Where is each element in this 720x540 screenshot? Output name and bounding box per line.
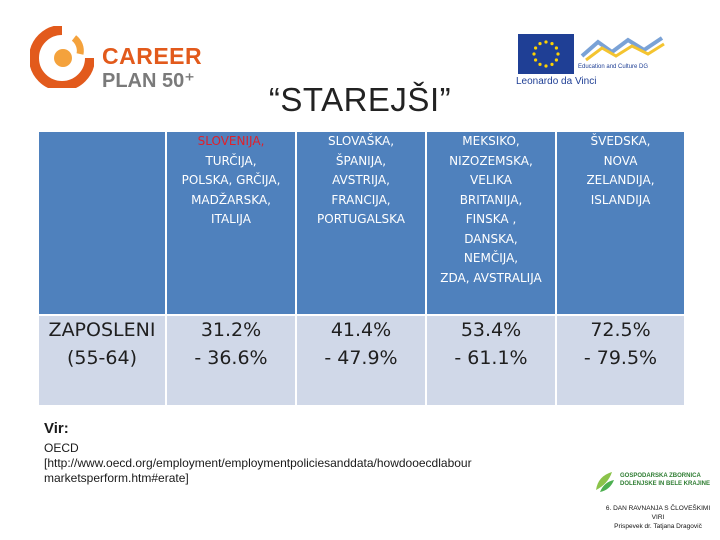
source-note: Vir: OECD [http://www.oecd.org/employmen… xyxy=(44,420,564,486)
education-culture-band-icon xyxy=(580,36,665,62)
eu-flag-icon xyxy=(518,34,574,74)
value-cell-group-4: 72.5% - 79.5% xyxy=(555,314,686,407)
row-label-zaposleni: ZAPOSLENI (55-64) xyxy=(37,314,167,407)
source-text: OECD [http://www.oecd.org/employment/emp… xyxy=(44,441,564,486)
country-group-4-header: ŠVEDSKA, NOVA ZELANDIJA, ISLANDIJA xyxy=(555,130,686,316)
country-group-3-header: MEKSIKO, NIZOZEMSKA, VELIKA BRITANIJA, FINSK… xyxy=(425,130,557,316)
career-plan-logo: CAREER PLAN 50⁺ xyxy=(30,26,203,92)
footer-credit: 6. DAN RAVNANJA S ČLOVEŠKIMI VIRI Prispe… xyxy=(605,505,711,530)
employment-rate-table: SLOVENIJA, TURČIJA, POLSKA, GRČIJA, MADŽARS… xyxy=(37,130,686,407)
eu-leonardo-logo: Education and Culture DG Leonardo da Vin… xyxy=(516,32,666,90)
value-cell-group-3: 53.4% - 61.1% xyxy=(425,314,557,407)
logo-word-plan: PLAN 50⁺ xyxy=(102,70,195,92)
education-culture-label: Education and Culture DG xyxy=(578,64,649,70)
slide-title: “STAREJŠI” xyxy=(268,81,452,118)
logo-word-career: CAREER xyxy=(102,43,203,69)
country-group-1-header: SLOVENIJA, TURČIJA, POLSKA, GRČIJA, MADŽARS… xyxy=(165,130,297,316)
gz-dolenjske-logo: GOSPODARSKA ZBORNICA DOLENJSKE IN BELE KR… xyxy=(592,470,720,500)
country-group-2-header: SLOVAŠKA, ŠPANIJA, AVSTRIJA, FRANCIJA, PORTU… xyxy=(295,130,427,316)
value-cell-group-1: 31.2% - 36.6% xyxy=(165,314,297,407)
leonardo-label: Leonardo da Vinci xyxy=(516,76,597,87)
table-corner-cell xyxy=(37,130,167,316)
source-label: Vir: xyxy=(44,420,69,437)
career-plan-swirl-icon xyxy=(30,26,94,88)
table-row: ZAPOSLENI (55-64) 31.2% - 36.6% 41.4% - 47.… xyxy=(37,314,686,407)
table-header-row: SLOVENIJA, TURČIJA, POLSKA, GRČIJA, MADŽARS… xyxy=(37,130,686,316)
source-link[interactable]: [http://www.oecd.org/employment/employme… xyxy=(44,456,472,470)
gz-logo-text: GOSPODARSKA ZBORNICA DOLENJSKE IN BELE KR… xyxy=(620,473,711,487)
value-cell-group-2: 41.4% - 47.9% xyxy=(295,314,427,407)
chamber-leaf-icon xyxy=(596,472,614,492)
